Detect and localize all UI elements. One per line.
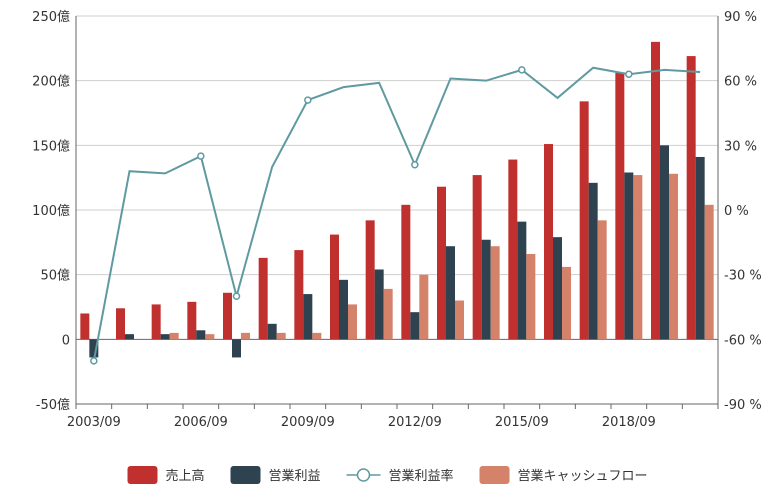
legend-label: 売上高	[166, 468, 205, 484]
bar-売上高	[80, 313, 90, 340]
bar-営業利益	[374, 269, 384, 340]
line-営業利益率	[92, 66, 701, 362]
legend-swatch-marker	[356, 468, 371, 482]
axes: -50億 0 50億 100億 150億 200億 250億 -90 % -60 % -30 % 0…	[32, 9, 762, 430]
bar-営業利益	[695, 156, 705, 340]
bar-営業利益	[303, 294, 313, 340]
bar-売上高	[544, 144, 553, 340]
legend-label: 営業利益率	[389, 468, 454, 484]
legend-label: 営業利益	[269, 468, 321, 484]
bar-営業利益	[232, 339, 241, 358]
bar-営業利益	[410, 312, 420, 340]
line-point	[197, 152, 205, 160]
bar-売上高	[223, 292, 232, 340]
bar-売上高	[365, 220, 375, 340]
bar-営業キャッシュフロー	[490, 246, 500, 340]
legend-swatch	[127, 466, 158, 484]
bar-売上高	[686, 56, 696, 340]
legend-swatch	[479, 466, 510, 484]
bar-営業キャッシュフロー	[633, 175, 643, 340]
bar-売上高	[579, 101, 589, 340]
line-point	[411, 160, 419, 169]
y-left-tick-label: 0	[62, 333, 70, 348]
x-tick-label: 2012/09	[388, 415, 442, 430]
y-right-tick-label: 0 %	[724, 204, 749, 219]
bar-営業利益	[481, 239, 491, 340]
bars	[80, 41, 714, 358]
legend: 売上高 営業利益 営業利益率 営業キャッシュフロー	[127, 466, 648, 484]
y-right-tick-label: -30 %	[724, 269, 762, 284]
bar-営業利益	[624, 172, 634, 340]
y-right-tick-label: -60 %	[724, 333, 762, 348]
x-tick-label: 2006/09	[174, 415, 228, 430]
bar-売上高	[651, 41, 660, 340]
bar-営業利益	[160, 334, 170, 340]
bar-営業キャッシュフロー	[597, 220, 607, 340]
bar-営業キャッシュフロー	[455, 300, 464, 340]
bar-営業利益	[267, 323, 277, 340]
bar-売上高	[151, 304, 161, 340]
x-tick-label: 2015/09	[495, 415, 549, 430]
line-point	[625, 70, 633, 78]
bar-営業キャッシュフロー	[562, 266, 571, 340]
bar-売上高	[294, 250, 304, 340]
y-left-tick-label: 100億	[32, 203, 70, 219]
bar-営業キャッシュフロー	[241, 332, 250, 340]
bar-営業キャッシュフロー	[169, 332, 179, 340]
bar-売上高	[401, 204, 411, 340]
bar-営業キャッシュフロー	[704, 204, 714, 340]
y-right-tick-label: 90 %	[724, 10, 757, 25]
bar-売上高	[508, 159, 518, 340]
bar-営業キャッシュフロー	[205, 334, 215, 340]
bar-売上高	[187, 301, 197, 340]
bar-営業利益	[196, 330, 206, 340]
bar-営業キャッシュフロー	[419, 274, 429, 340]
bar-売上高	[437, 186, 446, 340]
y-left-tick-label: 250億	[32, 9, 70, 25]
line-point	[304, 96, 312, 104]
bar-営業利益	[517, 221, 527, 340]
x-tick-label: 2003/09	[67, 415, 121, 430]
y-right-tick-label: 30 %	[724, 139, 757, 154]
bar-営業キャッシュフロー	[348, 304, 357, 340]
bar-営業利益	[660, 145, 669, 340]
bar-営業キャッシュフロー	[669, 173, 678, 340]
y-right-tick-label: -90 %	[724, 398, 762, 413]
y-left-tick-label: 50億	[40, 268, 70, 284]
bar-営業キャッシュフロー	[312, 332, 322, 340]
bar-営業利益	[339, 279, 348, 340]
bar-営業利益	[553, 237, 562, 340]
line-point	[232, 292, 241, 300]
bar-営業利益	[446, 246, 455, 340]
y-left-tick-label: 200億	[32, 74, 70, 90]
bar-営業利益	[588, 182, 598, 340]
line-point	[518, 66, 526, 74]
bar-営業キャッシュフロー	[526, 253, 536, 340]
margin-line	[90, 66, 701, 365]
x-tick-label: 2009/09	[281, 415, 335, 430]
y-left-tick-label: -50億	[36, 397, 70, 413]
bar-営業利益	[125, 334, 134, 340]
bar-営業キャッシュフロー	[383, 288, 393, 340]
legend-label: 営業キャッシュフロー	[518, 468, 648, 484]
y-right-tick-label: 60 %	[724, 75, 757, 90]
bar-売上高	[258, 257, 268, 340]
y-left-tick-label: 150億	[32, 138, 70, 154]
bar-営業キャッシュフロー	[276, 332, 286, 340]
line-point	[90, 357, 98, 365]
bar-売上高	[116, 308, 125, 340]
bar-売上高	[472, 175, 482, 340]
x-tick-label: 2018/09	[602, 415, 656, 430]
grid	[76, 15, 718, 405]
legend-swatch	[230, 466, 261, 484]
bar-売上高	[615, 72, 625, 340]
bar-営業利益	[89, 339, 99, 358]
bar-売上高	[330, 234, 339, 340]
